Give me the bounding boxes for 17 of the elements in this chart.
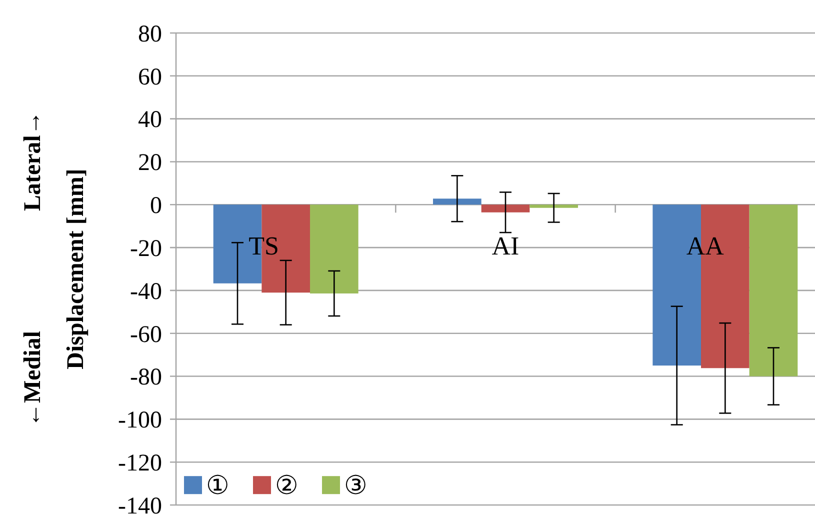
y-tick-label: 0	[150, 193, 162, 220]
legend-label: ①	[206, 471, 229, 500]
y-tick-label: 60	[138, 64, 162, 90]
legend-label: ②	[275, 471, 298, 500]
y-tick-label: -120	[118, 450, 162, 476]
y-axis-title: ←Medial Lateral→ Displacement [mm]	[20, 111, 89, 427]
y-tick-label: -140	[118, 493, 162, 518]
y-tick-label: -60	[130, 322, 162, 348]
x-tick-label: AI	[492, 232, 520, 261]
legend-label: ③	[344, 471, 367, 500]
y-tick-label: -100	[118, 408, 162, 434]
y-tick-label: 40	[138, 107, 162, 134]
y-tick-label: -40	[130, 278, 162, 305]
y-tick-label: -80	[130, 364, 162, 391]
y-tick-label: 80	[138, 21, 162, 48]
y-tick-label: 20	[138, 150, 162, 176]
y-tick-label: -20	[130, 236, 162, 262]
